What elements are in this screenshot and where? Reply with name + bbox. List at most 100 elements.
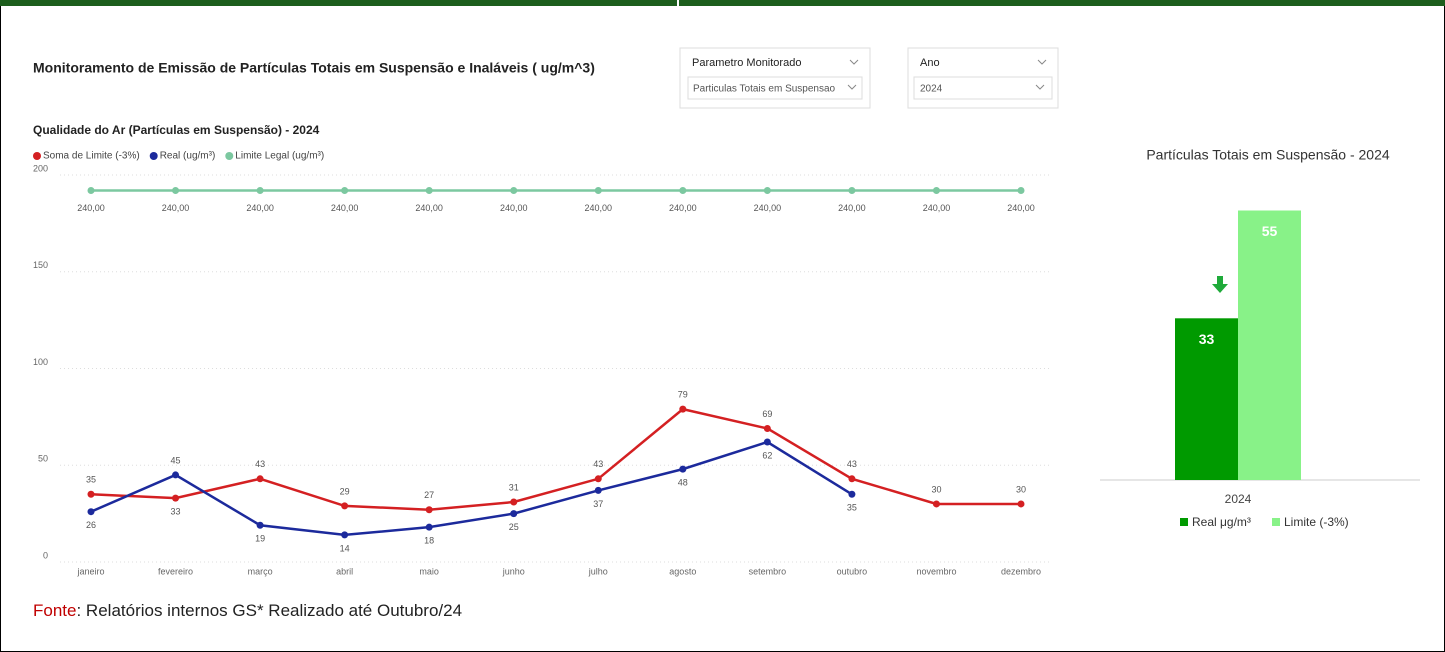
dropdown[interactable] [687, 76, 863, 100]
legend-label: Real μg/m³ [1192, 515, 1251, 529]
legend-marker [1180, 518, 1188, 526]
filter[interactable]: Parametro Monitorado Particulas Totais e… [679, 47, 871, 109]
dropdown[interactable] [913, 76, 1053, 100]
data-point [679, 465, 687, 473]
down-arrow-icon [1212, 276, 1228, 293]
data-label: 31 [509, 482, 519, 492]
data-point [256, 521, 264, 529]
data-label: 35 [86, 475, 96, 485]
data-point [763, 438, 771, 446]
page-title: Monitoramento de Emissão de Partículas T… [33, 60, 595, 76]
data-point [341, 502, 349, 510]
data-point [594, 186, 602, 194]
data-point [172, 186, 180, 194]
data-label: 55 [1262, 223, 1278, 239]
footer-label: Fonte [33, 601, 76, 620]
bar [1175, 318, 1238, 480]
data-label: 240,00 [1007, 203, 1035, 213]
data-point [763, 186, 771, 194]
data-label: 45 [171, 455, 181, 465]
data-label: 27 [424, 490, 434, 500]
data-label: 48 [678, 477, 688, 487]
data-point [848, 186, 856, 194]
y-tick-label: 150 [33, 260, 48, 270]
legend-label: Real (ug/m³) [160, 151, 216, 162]
data-point [932, 186, 940, 194]
data-label: 26 [86, 520, 96, 530]
x-tick-label: agosto [669, 566, 696, 576]
data-point [1017, 186, 1025, 194]
data-label: 240,00 [415, 203, 443, 213]
data-point [848, 490, 856, 498]
data-point [763, 424, 771, 432]
x-tick-label: 2024 [1225, 492, 1252, 506]
chevron [849, 59, 859, 65]
chevron [1037, 59, 1047, 65]
y-tick-label: 50 [38, 454, 48, 464]
data-label: 37 [593, 499, 603, 509]
data-point [510, 186, 518, 194]
data-label: 79 [678, 390, 688, 400]
data-label: 240,00 [331, 203, 359, 213]
data-point [848, 475, 856, 483]
legend-marker [1272, 518, 1280, 526]
data-point [87, 490, 95, 498]
x-tick-label: janeiro [76, 566, 104, 576]
legend-label: Soma de Limite (-3%) [43, 151, 140, 162]
data-point [594, 486, 602, 494]
data-label: 30 [1016, 484, 1026, 494]
data-label: 14 [340, 543, 350, 553]
data-label: 35 [847, 503, 857, 513]
data-label: 69 [762, 409, 772, 419]
y-tick-label: 0 [43, 550, 48, 560]
data-label: 240,00 [246, 203, 274, 213]
data-label: 240,00 [669, 203, 697, 213]
data-label: 18 [424, 536, 434, 546]
series-line [90, 407, 1021, 512]
data-point [425, 506, 433, 514]
data-point [594, 475, 602, 483]
data-point [510, 510, 518, 518]
filter[interactable]: Ano 2024 [907, 47, 1059, 109]
data-point [679, 405, 687, 413]
data-label: 240,00 [162, 203, 190, 213]
data-point [172, 494, 180, 502]
x-tick-label: maio [419, 566, 439, 576]
x-tick-label: dezembro [1001, 566, 1041, 576]
data-label: 240,00 [923, 203, 951, 213]
legend-label: Limite (-3%) [1284, 515, 1349, 529]
legend-marker [149, 152, 158, 160]
chevron [1035, 84, 1045, 90]
data-label: 240,00 [754, 203, 782, 213]
data-point [256, 186, 264, 194]
top-band [0, 0, 1445, 6]
x-tick-label: março [248, 566, 273, 576]
data-point [510, 498, 518, 506]
data-label: 33 [171, 507, 181, 517]
y-tick-label: 200 [33, 163, 48, 173]
data-label: 240,00 [77, 203, 105, 213]
series-line [90, 440, 853, 537]
data-label: 43 [255, 459, 265, 469]
data-label: 30 [931, 484, 941, 494]
legend-marker [225, 152, 234, 160]
filter-value: 2024 [920, 84, 943, 95]
data-point [679, 186, 687, 194]
x-tick-label: julho [588, 566, 608, 576]
data-label: 29 [340, 486, 350, 496]
data-label: 62 [762, 450, 772, 460]
data-label: 240,00 [838, 203, 866, 213]
data-label: 33 [1199, 331, 1215, 347]
chevron [847, 84, 857, 90]
x-tick-label: abril [336, 566, 353, 576]
data-label: 43 [593, 459, 603, 469]
chart-title: Qualidade do Ar (Partículas em Suspensão… [33, 123, 320, 137]
band-mark [677, 0, 679, 6]
x-tick-label: novembro [916, 566, 956, 576]
data-point [341, 186, 349, 194]
x-tick-label: outubro [837, 566, 868, 576]
data-point [425, 186, 433, 194]
data-label: 43 [847, 459, 857, 469]
legend-marker [33, 152, 41, 160]
